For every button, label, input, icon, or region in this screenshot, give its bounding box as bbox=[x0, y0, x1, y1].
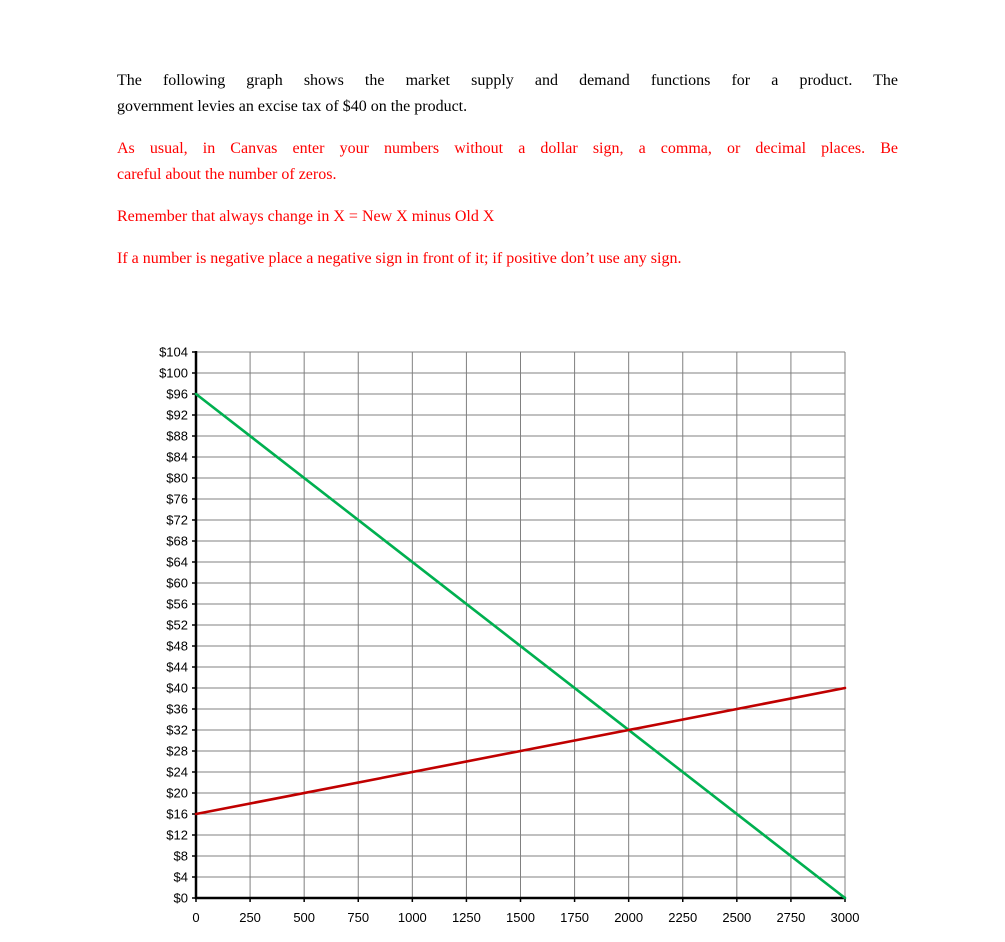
demand-line bbox=[194, 392, 847, 900]
text-line: government levies an excise tax of $40 o… bbox=[117, 98, 468, 115]
negative-sign-note: If a number is negative place a negative… bbox=[117, 246, 898, 272]
y-tick-label: $72 bbox=[166, 513, 188, 528]
x-tick-label: 1000 bbox=[398, 910, 427, 925]
y-tick-label: $16 bbox=[166, 807, 188, 822]
x-tick-label: 2000 bbox=[614, 910, 643, 925]
intro-paragraph: The following graph shows the market sup… bbox=[117, 68, 898, 120]
y-tick-label: $40 bbox=[166, 681, 188, 696]
x-tick-label: 250 bbox=[239, 910, 261, 925]
x-tick-label: 0 bbox=[192, 910, 199, 925]
tick-labels: $0 $4 $8 $12 $16 $20 $24 $28 $32 $36 $40 $44 $48 $52 $… bbox=[159, 345, 859, 926]
y-tick-label: $76 bbox=[166, 492, 188, 507]
y-tick-label: $100 bbox=[159, 366, 188, 381]
x-tick-label: 2500 bbox=[722, 910, 751, 925]
supply-line bbox=[194, 686, 847, 816]
y-tick-label: $84 bbox=[166, 450, 188, 465]
x-tick-label: 500 bbox=[293, 910, 315, 925]
axes bbox=[192, 351, 846, 902]
y-tick-label: $48 bbox=[166, 639, 188, 654]
supply-demand-chart: $0 $4 $8 $12 $16 $20 $24 $28 $32 $36 $40 $44 $48 $52 $… bbox=[140, 342, 864, 934]
x-tick-label: 1250 bbox=[452, 910, 481, 925]
y-tick-label: $20 bbox=[166, 786, 188, 801]
x-tick-label: 1500 bbox=[506, 910, 535, 925]
y-tick-label: $60 bbox=[166, 576, 188, 591]
question-text: The following graph shows the market sup… bbox=[117, 68, 898, 288]
x-tick-label: 2750 bbox=[776, 910, 805, 925]
y-tick-label: $24 bbox=[166, 765, 188, 780]
x-tick-label: 3000 bbox=[831, 910, 860, 925]
y-tick-label: $12 bbox=[166, 828, 188, 843]
text-line: The following graph shows the market sup… bbox=[117, 72, 898, 89]
y-tick-label: $88 bbox=[166, 429, 188, 444]
y-tick-label: $80 bbox=[166, 471, 188, 486]
gridlines bbox=[196, 351, 846, 898]
text-line: As usual, in Canvas enter your numbers w… bbox=[117, 140, 898, 157]
y-tick-label: $32 bbox=[166, 723, 188, 738]
y-tick-label: $52 bbox=[166, 618, 188, 633]
y-tick-label: $96 bbox=[166, 387, 188, 402]
y-tick-label: $36 bbox=[166, 702, 188, 717]
y-tick-label: $0 bbox=[174, 891, 188, 906]
y-tick-label: $104 bbox=[159, 345, 188, 360]
y-tick-label: $56 bbox=[166, 597, 188, 612]
x-tick-label: 1750 bbox=[560, 910, 589, 925]
y-tick-label: $44 bbox=[166, 660, 188, 675]
text-line: Remember that always change in X = New X… bbox=[117, 208, 495, 225]
y-tick-label: $8 bbox=[174, 849, 188, 864]
x-tick-label: 2250 bbox=[668, 910, 697, 925]
y-tick-label: $28 bbox=[166, 744, 188, 759]
y-tick-label: $4 bbox=[174, 870, 188, 885]
series-lines bbox=[194, 392, 847, 900]
chart-canvas: $0 $4 $8 $12 $16 $20 $24 $28 $32 $36 $40 $44 $48 $52 $… bbox=[159, 345, 859, 926]
text-line: careful about the number of zeros. bbox=[117, 166, 337, 183]
y-tick-label: $68 bbox=[166, 534, 188, 549]
canvas-entry-instruction: As usual, in Canvas enter your numbers w… bbox=[117, 136, 898, 188]
change-in-x-note: Remember that always change in X = New X… bbox=[117, 204, 898, 230]
x-tick-label: 750 bbox=[347, 910, 369, 925]
text-line: If a number is negative place a negative… bbox=[117, 250, 682, 267]
y-tick-label: $92 bbox=[166, 408, 188, 423]
y-tick-label: $64 bbox=[166, 555, 188, 570]
